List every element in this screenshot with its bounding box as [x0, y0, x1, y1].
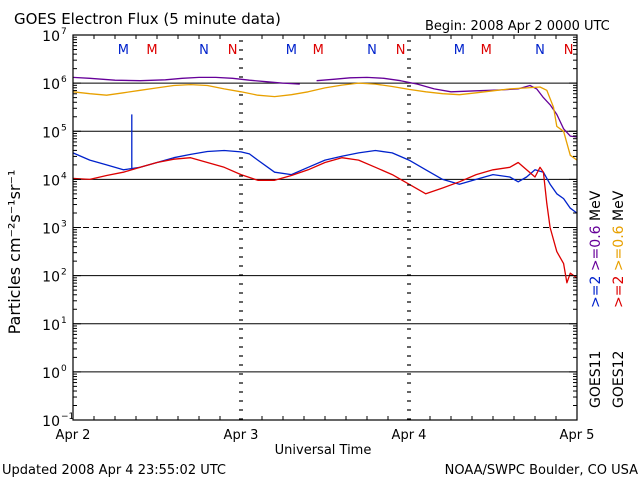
y-tick-label: 10 [42, 222, 60, 238]
legend-item: MeV [588, 190, 604, 225]
y-tick-label: 10 [42, 29, 60, 45]
marker-n: N [564, 43, 574, 58]
legend-entries: >=2 >=0.6 MeV [611, 190, 627, 308]
marker-n: N [396, 43, 406, 58]
y-tick-label: 10 [42, 414, 60, 430]
marker-m: M [286, 43, 297, 58]
x-axis: Apr 2 Apr 3 Apr 4 Apr 5 [56, 35, 595, 443]
marker-n: N [367, 43, 377, 58]
legend-item: >=2 [611, 276, 627, 308]
x-tick-label: Apr 3 [224, 428, 259, 443]
y-tick-exponent: 5 [61, 123, 67, 133]
y-tick-exponent: 1 [61, 316, 67, 326]
series-goes12-2-mev-seg0 [72, 157, 578, 284]
legend-item: MeV [611, 190, 627, 225]
y-tick-exponent: 0 [61, 364, 67, 374]
credit-label: NOAA/SWPC Boulder, CO USA [445, 463, 638, 478]
marker-n: N [199, 43, 209, 58]
y-tick-exponent: 6 [61, 75, 67, 85]
marker-n: N [228, 43, 238, 58]
y-tick-exponent: 3 [61, 220, 67, 230]
x-tick-label: Apr 4 [392, 428, 427, 443]
legend-item: >=0.6 [611, 225, 627, 275]
y-tick-exponent: 4 [61, 171, 67, 181]
legend-item: >=0.6 [588, 225, 604, 275]
y-tick-label: 10 [42, 125, 60, 141]
legend-group-label: GOES11 [588, 351, 604, 408]
legend-entries: >=2 >=0.6 MeV [588, 190, 604, 308]
marker-m: M [146, 43, 157, 58]
y-tick-label: 10 [42, 173, 60, 189]
y-tick-label: 10 [42, 270, 60, 286]
grid-lines [73, 82, 577, 373]
x-tick-label: Apr 2 [56, 428, 91, 443]
marker-m: M [118, 43, 129, 58]
begin-label: Begin: 2008 Apr 2 0000 UTC [425, 19, 610, 34]
y-tick-label: 10 [42, 77, 60, 93]
data-series [72, 76, 578, 284]
x-tick-label: Apr 5 [560, 428, 595, 443]
y-tick-label: 10 [42, 318, 60, 334]
y-tick-exponent: 7 [61, 27, 67, 37]
chart-title: GOES Electron Flux (5 minute data) [14, 10, 281, 28]
marker-m: M [454, 43, 465, 58]
x-axis-title: Universal Time [275, 443, 372, 458]
legend-group-label: GOES12 [611, 351, 627, 408]
updated-label: Updated 2008 Apr 4 23:55:02 UTC [2, 463, 226, 478]
series-goes11-2-mev-seg0 [72, 149, 578, 214]
y-tick-exponent: −1 [61, 412, 74, 422]
marker-m: M [313, 43, 324, 58]
y-axis-title: Particles cm⁻²s⁻¹sr⁻¹ [5, 170, 24, 335]
y-tick-exponent: 2 [61, 268, 67, 278]
series-goes11-0-6-mev-seg0 [72, 76, 300, 85]
series-goes12-0-6-mev-seg0 [72, 82, 578, 161]
series-goes11-0-6-mev-seg1 [316, 76, 578, 138]
legend-item: >=2 [588, 276, 604, 308]
marker-n: N [535, 43, 545, 58]
marker-m: M [481, 43, 492, 58]
y-tick-label: 10 [42, 366, 60, 382]
legend: GOES11 >=2 >=0.6 MeV GOES12 >=2 >=0.6 MeV [588, 190, 627, 408]
